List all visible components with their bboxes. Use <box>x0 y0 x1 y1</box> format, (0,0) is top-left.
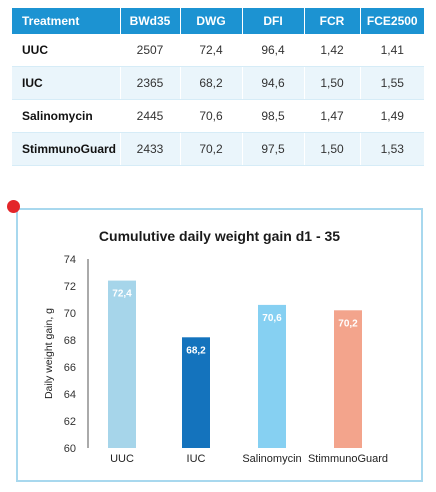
table-row: UUC 2507 72,4 96,4 1,42 1,41 <box>12 34 424 67</box>
table-cell: 70,2 <box>180 132 243 166</box>
table-cell: 68,2 <box>180 66 243 100</box>
table-cell: 2507 <box>120 34 181 67</box>
red-dot-marker <box>7 200 20 213</box>
bar-chart: 60 62 64 66 68 70 72 74 72,4 68,2 70,6 70,2 UUC IUC… <box>43 254 388 465</box>
results-table: Treatment BWd35 DWG DFI FCR FCE2500 UUC … <box>12 8 424 166</box>
y-tick-label: 62 <box>64 416 76 428</box>
y-tick-label: 70 <box>64 308 76 320</box>
table-cell: StimmunoGuard <box>12 132 121 166</box>
table-row: Salinomycin 2445 70,6 98,5 1,47 1,49 <box>12 99 424 133</box>
y-tick-label: 74 <box>64 254 76 266</box>
table-cell: 2433 <box>120 132 181 166</box>
table-cell: 2365 <box>120 66 181 100</box>
bar-value-label: 70,6 <box>262 313 282 324</box>
bar-value-label: 68,2 <box>186 345 206 356</box>
bars: 72,4 68,2 70,6 70,2 <box>108 280 362 448</box>
y-tick-label: 68 <box>64 335 76 347</box>
bar <box>334 310 362 448</box>
table-cell: 70,6 <box>180 99 243 133</box>
table-cell: UUC <box>12 34 121 67</box>
y-axis-title: Daily weight gain, g <box>43 308 55 399</box>
table-cell: 1,50 <box>304 66 361 100</box>
table-cell: 72,4 <box>180 34 243 67</box>
x-axis: UUC IUC Salinomycin StimmunoGuard <box>110 453 388 465</box>
header-fcr: FCR <box>304 8 361 34</box>
table-cell: 1,41 <box>360 34 424 67</box>
y-tick-label: 72 <box>64 281 76 293</box>
table-cell: 1,47 <box>304 99 361 133</box>
table-cell: 97,5 <box>242 132 305 166</box>
table-cell: 96,4 <box>242 34 305 67</box>
table-cell: 1,50 <box>304 132 361 166</box>
x-category-label: IUC <box>187 453 206 465</box>
header-bwd35: BWd35 <box>120 8 181 34</box>
x-category-label: UUC <box>110 453 134 465</box>
x-category-label: StimmunoGuard <box>308 453 388 465</box>
bar <box>258 304 286 448</box>
table-cell: 98,5 <box>242 99 305 133</box>
y-tick-label: 60 <box>64 443 76 455</box>
table-row: StimmunoGuard 2433 70,2 97,5 1,50 1,53 <box>12 132 424 166</box>
table-cell: 1,49 <box>360 99 424 133</box>
y-tick-label: 64 <box>64 389 76 401</box>
header-fce2500: FCE2500 <box>360 8 424 34</box>
table-cell: 1,53 <box>360 132 424 166</box>
bar <box>108 280 136 448</box>
bar-value-label: 72,4 <box>112 289 132 300</box>
y-tick-label: 66 <box>64 362 76 374</box>
y-axis: 60 62 64 66 68 70 72 74 <box>64 254 89 455</box>
bar-value-label: 70,2 <box>338 318 358 329</box>
table-header-row: Treatment BWd35 DWG DFI FCR FCE2500 <box>12 8 424 34</box>
table-cell: 94,6 <box>242 66 305 100</box>
table-cell: IUC <box>12 66 121 100</box>
table-cell: 1,42 <box>304 34 361 67</box>
table-cell: Salinomycin <box>12 99 121 133</box>
header-dfi: DFI <box>242 8 305 34</box>
header-dwg: DWG <box>180 8 243 34</box>
x-category-label: Salinomycin <box>242 453 301 465</box>
table-cell: 1,55 <box>360 66 424 100</box>
table-row: IUC 2365 68,2 94,6 1,50 1,55 <box>12 66 424 100</box>
table-cell: 2445 <box>120 99 181 133</box>
bar <box>182 337 210 448</box>
header-treatment: Treatment <box>12 8 121 34</box>
chart-title: Cumulutive daily weight gain d1 - 35 <box>98 228 341 244</box>
